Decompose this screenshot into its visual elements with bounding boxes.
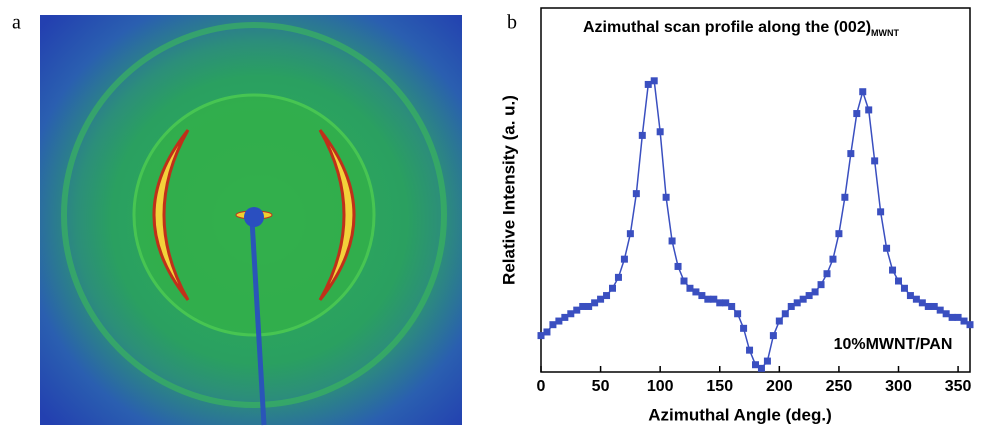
data-point (662, 193, 670, 201)
annotation: 10%MWNT/PAN (834, 336, 953, 353)
diffraction-image (40, 15, 462, 426)
data-point (620, 255, 628, 263)
data-point (692, 288, 700, 296)
data-point (906, 292, 914, 300)
data-point (728, 302, 736, 310)
x-tick-label: 50 (592, 378, 610, 395)
data-point (656, 128, 664, 136)
data-point (698, 292, 706, 300)
data-point (579, 302, 587, 310)
data-point (960, 317, 968, 325)
panel-label: b (507, 12, 517, 34)
x-tick-label: 150 (706, 378, 733, 395)
data-point (716, 299, 724, 307)
data-point (871, 157, 879, 165)
data-point (805, 292, 813, 300)
data-point (942, 310, 950, 318)
data-point (835, 230, 843, 238)
data-point (895, 277, 902, 285)
data-point (793, 299, 801, 307)
data-point (603, 292, 611, 300)
data-point (948, 313, 956, 321)
data-point (734, 310, 742, 318)
data-point (686, 284, 694, 292)
data-point (704, 295, 712, 303)
data-point (585, 302, 593, 310)
data-point (537, 332, 545, 340)
data-point (740, 324, 748, 332)
data-point (865, 106, 873, 114)
data-point (632, 190, 640, 198)
data-point (787, 302, 795, 310)
chart-title: Azimuthal scan profile along the (002)MW… (583, 19, 900, 38)
data-point (775, 317, 783, 325)
data-point (859, 88, 867, 96)
title-text: Azimuthal scan profile along the (002) (583, 19, 871, 36)
data-point (877, 208, 885, 216)
data-point (555, 317, 563, 325)
data-point (567, 310, 575, 318)
data-point (781, 310, 789, 318)
title-subscript: MWNT (871, 28, 899, 38)
x-tick-label: 250 (826, 378, 853, 395)
data-point (573, 306, 581, 314)
x-tick-label: 100 (647, 378, 674, 395)
data-point (799, 295, 807, 303)
data-point (591, 299, 599, 307)
data-point (918, 299, 926, 307)
data-point (841, 193, 849, 201)
x-axis-label: Azimuthal Angle (deg.) (648, 405, 832, 424)
data-point (811, 288, 819, 296)
data-point (752, 361, 759, 369)
plot-frame (540, 7, 971, 373)
x-tick-label: 0 (537, 378, 546, 395)
data-point (626, 230, 634, 238)
x-tick-label: 200 (766, 378, 793, 395)
data-point (609, 284, 616, 292)
panel-label: a (12, 12, 21, 34)
data-point (829, 255, 837, 263)
data-point (638, 131, 646, 139)
data-point (597, 295, 605, 303)
data-point (930, 302, 938, 310)
data-point (680, 277, 688, 285)
data-point (817, 281, 825, 289)
data-point (966, 321, 974, 329)
data-point (710, 295, 718, 303)
data-point (936, 306, 944, 314)
series-line (540, 79, 971, 370)
data-point (722, 299, 730, 307)
data-point (769, 332, 777, 340)
data-point (549, 321, 557, 329)
data-point (561, 313, 569, 321)
data-point (900, 284, 908, 292)
y-axis-label: Relative Intensity (a. u.) (499, 95, 518, 285)
data-point (614, 273, 622, 281)
data-point (883, 244, 891, 252)
data-point (853, 110, 861, 118)
data-point (668, 237, 676, 245)
data-point (650, 77, 658, 85)
x-tick-label: 350 (945, 378, 972, 395)
data-point (924, 302, 932, 310)
data-point (543, 328, 551, 336)
data-point (746, 346, 754, 354)
data-point (912, 295, 920, 303)
data-point (847, 150, 855, 158)
data-point (954, 313, 962, 321)
data-point (757, 364, 765, 372)
data-point (644, 80, 652, 88)
data-point (763, 357, 771, 365)
x-tick-label: 300 (885, 378, 912, 395)
data-point (823, 270, 831, 278)
data-point (674, 262, 682, 270)
data-point (889, 266, 897, 274)
